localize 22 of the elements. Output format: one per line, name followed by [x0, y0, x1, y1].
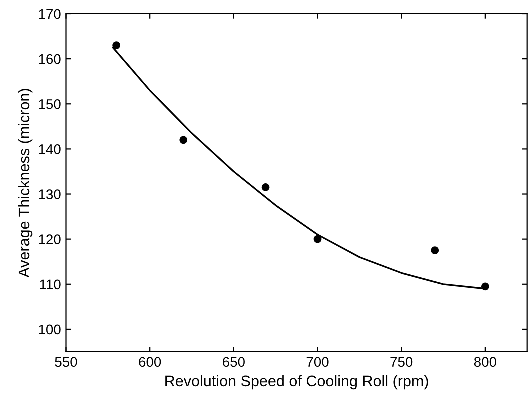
point: [262, 184, 270, 192]
x-tick-label: 800: [474, 357, 496, 368]
x-tick-label: 650: [223, 357, 245, 368]
point: [180, 136, 188, 144]
y-tick-label: 120: [39, 234, 61, 245]
x-tick-label: 750: [390, 357, 413, 368]
x-tick-label: 700: [306, 357, 329, 368]
point: [314, 235, 322, 244]
y-tick-label: 130: [39, 190, 61, 200]
x-axis-title: Revolution Speed of Cooling Roll (rpm): [166, 375, 428, 390]
y-tick-label: 140: [39, 144, 61, 154]
x-tick-label: 550: [55, 357, 78, 368]
x-tick-label: 600: [139, 357, 162, 368]
point: [481, 282, 490, 291]
y-tick-label: 110: [40, 280, 61, 290]
y-tick-label: 160: [39, 54, 61, 64]
point: [112, 42, 121, 50]
y-axis-title: Average Thickness (micron): [18, 89, 33, 278]
y-tick-label: 150: [39, 99, 61, 110]
point: [431, 246, 440, 255]
y-tick-label: 100: [39, 324, 61, 335]
y-tick-label: 170: [39, 9, 61, 20]
